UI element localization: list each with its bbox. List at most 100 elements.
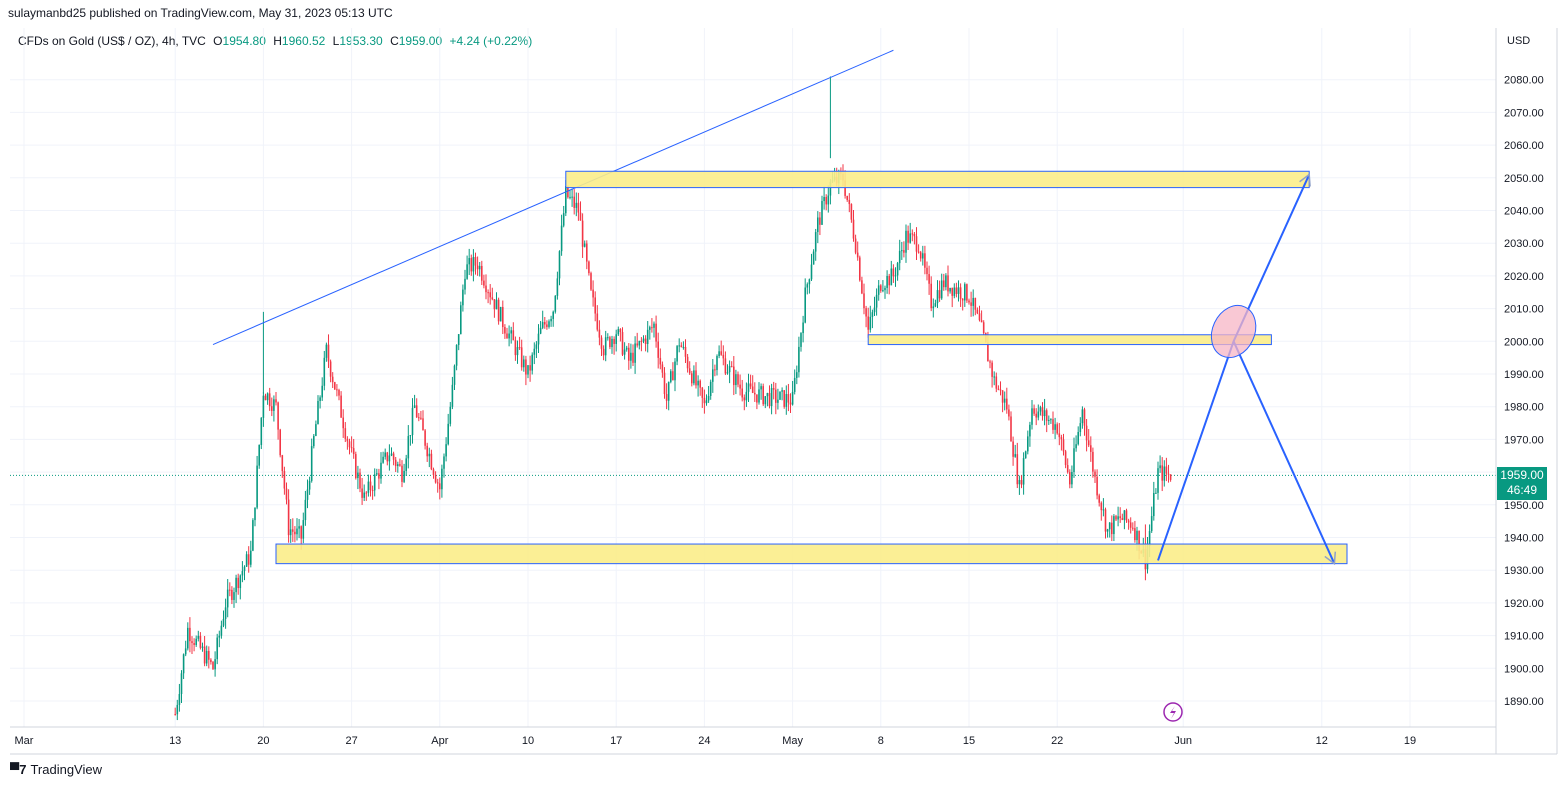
candle-body [394,459,397,467]
y-tick-label: 2060.00 [1504,140,1544,152]
candle-body [1054,424,1056,430]
candle-body [651,327,653,329]
x-tick-label: 13 [169,735,181,747]
candle-body [434,475,437,483]
candle-body [859,257,861,281]
candle-body [250,550,252,565]
candle-body [548,321,550,327]
low-label: L [332,34,340,48]
candle-body [800,333,802,347]
candle-body [436,482,439,484]
candle-body [821,201,823,225]
candle-body [703,397,706,404]
candle-body [928,274,930,284]
candle-body [796,372,798,378]
candle-body [573,196,575,208]
y-tick-label: 2040.00 [1504,206,1544,218]
candle-body [823,196,825,202]
candle-body [812,251,815,265]
candle-body [392,453,395,460]
candle-body [913,233,916,237]
candle-body [1115,516,1117,520]
x-tick-label: 8 [878,735,884,747]
candle-body [464,278,466,290]
x-tick-label: 15 [963,735,975,747]
candle-body [340,395,342,418]
y-tick-label: 2050.00 [1504,173,1544,185]
candle-body [439,483,441,490]
candle-body [1087,440,1090,446]
candle-body [539,327,542,334]
candle-body [195,638,197,645]
candle-body [493,299,496,310]
drawings [212,49,1348,722]
candle-body [747,383,750,392]
candle-body [1062,439,1065,452]
candle-body [1165,466,1168,474]
candle-body [1048,419,1050,421]
bearish-projection [1232,340,1336,565]
candle-body [995,376,998,389]
y-tick-label: 1940.00 [1504,533,1544,545]
candle-body [520,347,523,368]
candle-body [709,381,712,396]
candle-body [275,399,277,403]
candle-body [334,382,336,390]
candle-body [1159,465,1161,469]
candle-body [817,217,819,233]
candle-body [804,287,806,323]
candle-body [485,285,487,293]
candle-body [875,294,878,308]
candle-body [348,441,351,448]
candle-body [180,673,183,695]
candle-body [306,489,309,500]
candle-body [667,381,670,401]
candle-body [758,389,760,403]
candle-body [768,393,771,407]
candle-body [487,292,489,294]
candle-body [262,395,265,418]
candle-body [894,275,897,277]
candle-body [216,637,218,660]
candle-body [980,320,983,323]
candle-body [749,383,752,387]
candle-body [932,306,935,309]
candle-body [422,418,424,431]
candle-body [665,394,668,401]
candle-body [1163,466,1166,481]
tradingview-logo-icon: ▀7 [10,762,27,777]
candle-body [976,309,979,314]
candle-body [529,365,531,371]
candle-body [924,253,926,268]
candle-body [959,287,962,299]
candle-body [525,359,527,375]
candle-body [919,252,922,259]
y-tick-label: 1990.00 [1504,369,1544,381]
candle-body [1010,416,1012,442]
candle-body [376,473,378,475]
candle-body [1058,433,1061,438]
candle-body [602,348,605,356]
candle-body [1022,458,1025,485]
candle-body [279,429,281,456]
candle-body [888,275,890,286]
candle-body [691,373,693,384]
candle-body [825,196,827,205]
candle-body [917,251,920,253]
candle-body [550,318,552,322]
candle-body [371,490,374,492]
x-tick-label: 20 [257,735,269,747]
candle-body [287,499,290,536]
candle-body [359,472,361,489]
candle-body [352,448,355,455]
candle-body [766,393,769,397]
candle-body [569,196,571,198]
candle-body [688,368,691,374]
candle-body [846,195,848,200]
symbol-legend: CFDs on Gold (US$ / OZ), 4h, TVC O1954.8… [18,34,532,48]
candle-body [695,370,697,386]
candle-body [907,230,909,243]
candle-body [243,566,246,572]
open-label: O [213,34,223,48]
